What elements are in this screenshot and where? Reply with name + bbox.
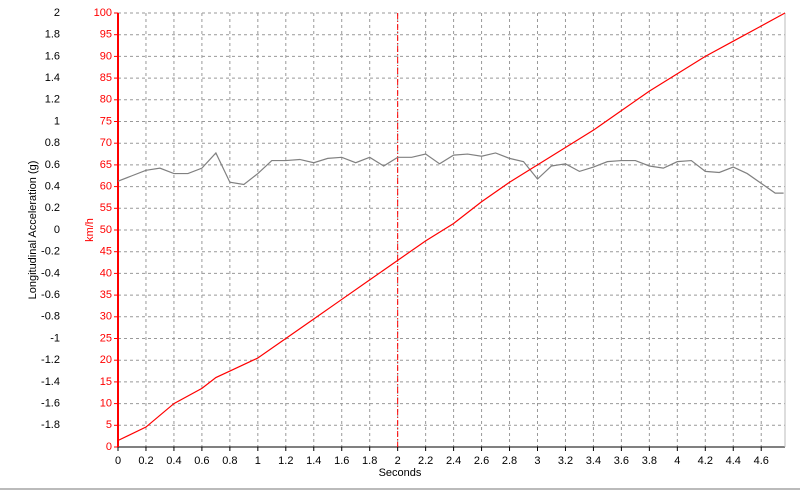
- x-tick-label: 0.4: [166, 455, 181, 467]
- y2-tick-label: 0: [106, 441, 112, 453]
- x-tick-label: 1: [255, 455, 261, 467]
- y2-tick-label: 85: [100, 72, 112, 84]
- y2-tick-label: 25: [100, 332, 112, 344]
- y-tick-label: 0.4: [45, 181, 60, 193]
- y-tick-label: 0.2: [45, 202, 60, 214]
- y2-tick-label: 75: [100, 115, 112, 127]
- y2-tick-label: 100: [94, 7, 112, 19]
- y-tick-label: 2: [54, 7, 60, 19]
- x-tick-label: 0: [115, 455, 121, 467]
- x-tick-label: 3: [534, 455, 540, 467]
- x-tick-label: 2.4: [446, 455, 461, 467]
- y-tick-label: -1.4: [41, 376, 60, 388]
- x-tick-label: 1.6: [334, 455, 349, 467]
- y2-tick-label: 10: [100, 398, 112, 410]
- x-tick-label: 4.6: [754, 455, 769, 467]
- y-tick-label: -0.2: [41, 246, 60, 258]
- y2-tick-label: 65: [100, 159, 112, 171]
- y2-tick-label: 35: [100, 289, 112, 301]
- y-tick-label: -0.8: [41, 311, 60, 323]
- x-tick-label: 0.6: [194, 455, 209, 467]
- y-tick-label: -0.6: [41, 289, 60, 301]
- y-tick-label: 1.4: [45, 72, 60, 84]
- y-tick-label: -1: [50, 332, 60, 344]
- y-tick-label: 1.2: [45, 94, 60, 106]
- y2-tick-label: 15: [100, 376, 112, 388]
- y2-tick-label: 80: [100, 94, 112, 106]
- x-tick-label: 1.2: [278, 455, 293, 467]
- x-tick-label: 2: [395, 455, 401, 467]
- y2-tick-label: 5: [106, 419, 112, 431]
- y2-tick-label: 40: [100, 267, 112, 279]
- y-tick-label: 1: [54, 115, 60, 127]
- data-line: [117, 12, 786, 442]
- y-tick-label: -1.2: [41, 354, 60, 366]
- y2-tick-label: 50: [100, 224, 112, 236]
- x-tick-label: 2.6: [474, 455, 489, 467]
- y2-axis-label: km/h: [84, 218, 96, 242]
- x-tick-label: 0.2: [138, 455, 153, 467]
- y2-tick-label: 30: [100, 311, 112, 323]
- data-line: [117, 151, 784, 194]
- x-tick-label: 3.4: [586, 455, 601, 467]
- y-tick-label: 0.8: [45, 137, 60, 149]
- x-tick-label: 3.2: [558, 455, 573, 467]
- y-tick-label: 1.6: [45, 50, 60, 62]
- x-tick-label: 4.4: [726, 455, 741, 467]
- y2-tick-label: 70: [100, 137, 112, 149]
- y-tick-label: 0: [54, 224, 60, 236]
- y2-tick-label: 45: [100, 246, 112, 258]
- y-tick-label: -0.4: [41, 267, 60, 279]
- y2-tick-label: 55: [100, 202, 112, 214]
- x-tick-label: 3.8: [642, 455, 657, 467]
- y-tick-label: -1.6: [41, 398, 60, 410]
- y-axis-label: Longitudinal Acceleration (g): [27, 161, 39, 300]
- x-tick-label: 2.2: [418, 455, 433, 467]
- x-tick-label: 2.8: [502, 455, 517, 467]
- y-tick-label: 0.6: [45, 159, 60, 171]
- x-tick-label: 1.4: [306, 455, 321, 467]
- y2-tick-label: 95: [100, 29, 112, 41]
- x-tick-label: 4: [674, 455, 680, 467]
- y2-tick-label: 60: [100, 181, 112, 193]
- x-tick-label: 4.2: [698, 455, 713, 467]
- x-tick-label: 0.8: [222, 455, 237, 467]
- y-tick-label: 1.8: [45, 29, 60, 41]
- x-tick-label: 1.8: [362, 455, 377, 467]
- x-tick-label: 3.6: [614, 455, 629, 467]
- y-tick-label: -1.8: [41, 419, 60, 431]
- y2-tick-label: 20: [100, 354, 112, 366]
- x-axis-label: Seconds: [379, 467, 422, 479]
- y2-tick-label: 90: [100, 50, 112, 62]
